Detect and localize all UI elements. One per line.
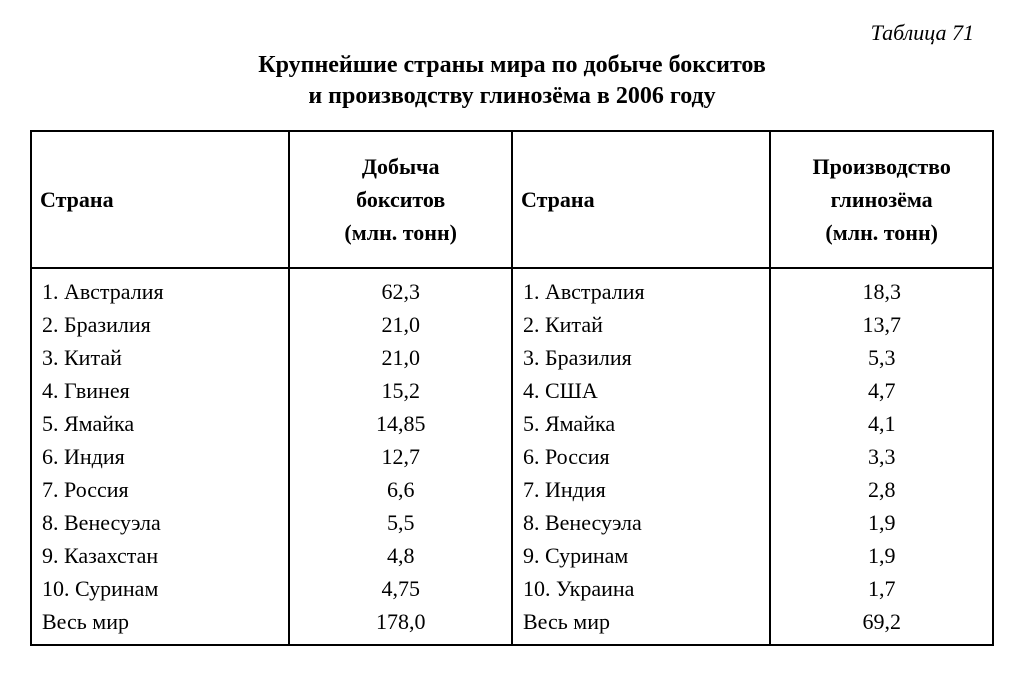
title-line1: Крупнейшие страны мира по добыче боксито…: [258, 52, 766, 78]
cell-value2: 4,1: [770, 407, 993, 440]
cell-country2: 5. Ямайка: [512, 407, 770, 440]
table-body: 1. Австралия62,31. Австралия18,32. Брази…: [31, 268, 993, 645]
cell-country1: 5. Ямайка: [31, 407, 289, 440]
cell-country2: 6. Россия: [512, 440, 770, 473]
cell-country1: 2. Бразилия: [31, 308, 289, 341]
header-col2-line2: глинозёма: [831, 187, 933, 212]
cell-value2: 1,7: [770, 572, 993, 605]
table-row: 8. Венесуэла5,58. Венесуэла1,9: [31, 506, 993, 539]
cell-country1: 7. Россия: [31, 473, 289, 506]
table-row: 2. Бразилия21,02. Китай13,7: [31, 308, 993, 341]
cell-country1: 4. Гвинея: [31, 374, 289, 407]
cell-country2: 9. Суринам: [512, 539, 770, 572]
cell-country1: 9. Казахстан: [31, 539, 289, 572]
cell-value1: 6,6: [289, 473, 512, 506]
cell-country2: 8. Венесуэла: [512, 506, 770, 539]
cell-value1: 12,7: [289, 440, 512, 473]
cell-value2: 1,9: [770, 506, 993, 539]
header-col1-line3: (млн. тонн): [344, 220, 457, 245]
cell-country2: 1. Австралия: [512, 268, 770, 308]
cell-value1: 4,75: [289, 572, 512, 605]
cell-value2: 13,7: [770, 308, 993, 341]
cell-country2: 4. США: [512, 374, 770, 407]
table-row: 6. Индия12,76. Россия3,3: [31, 440, 993, 473]
cell-value2: 1,9: [770, 539, 993, 572]
table-row: 5. Ямайка14,855. Ямайка4,1: [31, 407, 993, 440]
cell-country2: 2. Китай: [512, 308, 770, 341]
cell-country2: Весь мир: [512, 605, 770, 645]
header-col2-line3: (млн. тонн): [825, 220, 938, 245]
header-value2: Производство глинозёма (млн. тонн): [770, 131, 993, 268]
table-title: Крупнейшие страны мира по добыче боксито…: [30, 50, 994, 112]
header-col1-line1: Добыча: [362, 154, 440, 179]
header-country1: Страна: [31, 131, 289, 268]
header-value1: Добыча бокситов (млн. тонн): [289, 131, 512, 268]
cell-value1: 21,0: [289, 341, 512, 374]
table-row: 1. Австралия62,31. Австралия18,3: [31, 268, 993, 308]
cell-value2: 5,3: [770, 341, 993, 374]
cell-value2: 3,3: [770, 440, 993, 473]
cell-value1: 4,8: [289, 539, 512, 572]
cell-value2: 18,3: [770, 268, 993, 308]
table-row: 4. Гвинея15,24. США4,7: [31, 374, 993, 407]
table-row: 9. Казахстан4,89. Суринам1,9: [31, 539, 993, 572]
cell-country1: Весь мир: [31, 605, 289, 645]
cell-value2: 2,8: [770, 473, 993, 506]
cell-country1: 6. Индия: [31, 440, 289, 473]
cell-value1: 15,2: [289, 374, 512, 407]
cell-country1: 1. Австралия: [31, 268, 289, 308]
cell-country2: 7. Индия: [512, 473, 770, 506]
title-line2: и производству глинозёма в 2006 году: [308, 83, 715, 109]
table-row: 7. Россия6,67. Индия2,8: [31, 473, 993, 506]
cell-value1: 178,0: [289, 605, 512, 645]
data-table: Страна Добыча бокситов (млн. тонн) Стран…: [30, 130, 994, 646]
table-row: Весь мир178,0Весь мир69,2: [31, 605, 993, 645]
header-col2-line1: Производство: [812, 154, 950, 179]
table-row: 3. Китай21,03. Бразилия5,3: [31, 341, 993, 374]
cell-country1: 8. Венесуэла: [31, 506, 289, 539]
header-col1-line2: бокситов: [356, 187, 445, 212]
table-row: 10. Суринам4,7510. Украина1,7: [31, 572, 993, 605]
cell-value1: 14,85: [289, 407, 512, 440]
cell-value1: 5,5: [289, 506, 512, 539]
table-number: Таблица 71: [30, 20, 994, 46]
cell-country1: 3. Китай: [31, 341, 289, 374]
header-row: Страна Добыча бокситов (млн. тонн) Стран…: [31, 131, 993, 268]
cell-value1: 21,0: [289, 308, 512, 341]
cell-value2: 4,7: [770, 374, 993, 407]
cell-country2: 10. Украина: [512, 572, 770, 605]
cell-country2: 3. Бразилия: [512, 341, 770, 374]
cell-value1: 62,3: [289, 268, 512, 308]
cell-value2: 69,2: [770, 605, 993, 645]
cell-country1: 10. Суринам: [31, 572, 289, 605]
header-country2: Страна: [512, 131, 770, 268]
